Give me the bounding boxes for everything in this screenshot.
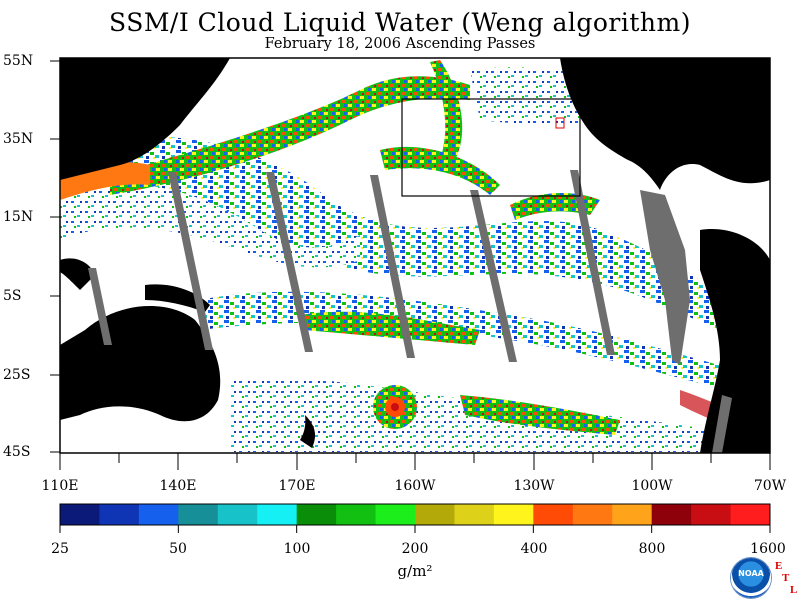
colorbar-swatch — [691, 504, 732, 525]
inset-region-box — [401, 98, 581, 197]
colorbar-swatch — [493, 504, 534, 525]
swath-gaps — [88, 170, 732, 453]
map-subtitle: February 18, 2006 Ascending Passes — [264, 36, 536, 52]
colorbar-tick-label: 800 — [638, 541, 666, 557]
colorbar-swatch — [257, 504, 298, 525]
colorbar-swatch — [533, 504, 574, 525]
lon-label-160w: 160W — [394, 478, 436, 494]
lat-label-15n: 15N — [3, 209, 34, 225]
land-masses — [60, 58, 770, 453]
colorbar-swatch — [178, 504, 219, 525]
land-indonesia — [60, 258, 95, 290]
land-new-guinea — [145, 284, 210, 312]
colorbar-swatch — [60, 504, 100, 525]
colorbar-tick-label: 1600 — [750, 541, 786, 557]
colorbar-swatch — [296, 504, 337, 525]
colorbar-swatch — [217, 504, 258, 525]
colorbar-swatch — [651, 504, 692, 525]
colorbar-swatch — [99, 504, 140, 525]
lon-label-110e: 110E — [41, 478, 79, 494]
lat-label-45s: 45S — [3, 444, 31, 460]
land-australia — [60, 306, 221, 422]
land-japan — [128, 58, 162, 128]
land-new-zealand — [300, 415, 316, 448]
colorbar-tick-label: 200 — [401, 541, 429, 557]
lat-label-35n: 35N — [3, 131, 34, 147]
lat-label-25s: 25S — [3, 367, 31, 383]
land-asia — [60, 58, 230, 180]
colorbar-swatch — [375, 504, 416, 525]
colorbar — [59, 503, 771, 533]
colorbar-tick-label: 50 — [169, 541, 187, 557]
etl-letter-t: T — [782, 572, 790, 584]
inset-marker — [555, 117, 565, 129]
land-north-america — [560, 58, 770, 190]
colorbar-swatch — [336, 504, 377, 525]
colorbar-tick-label: 100 — [283, 541, 311, 557]
colorbar-swatch — [572, 504, 613, 525]
colorbar-swatch — [138, 504, 179, 525]
lon-label-70w: 70W — [753, 478, 787, 494]
lon-label-170e: 170E — [278, 478, 316, 494]
noaa-logo-icon: NOAA — [731, 558, 771, 598]
noaa-logo-text: NOAA — [738, 569, 764, 578]
colorbar-swatch — [454, 504, 495, 525]
colorbar-tick-label: 25 — [51, 541, 69, 557]
colorbar-frame — [59, 503, 771, 526]
colorbar-tick-label: 400 — [520, 541, 548, 557]
etl-letter-e: E — [775, 560, 783, 572]
lat-label-55n: 55N — [3, 53, 34, 69]
colorbar-swatch — [415, 504, 455, 525]
land-south-america — [700, 229, 770, 453]
axis-ticks — [50, 60, 771, 470]
lat-label-5s: 5S — [3, 288, 22, 304]
colorbar-swatch — [612, 504, 653, 525]
lon-label-100w: 100W — [631, 478, 673, 494]
etl-letter-l: L — [790, 584, 798, 596]
lon-label-140e: 140E — [159, 478, 197, 494]
lon-label-130w: 130W — [513, 478, 555, 494]
colorbar-units: g/m² — [397, 562, 433, 580]
colorbar-swatch — [730, 504, 771, 525]
map-title: SSM/I Cloud Liquid Water (Weng algorithm… — [109, 8, 691, 37]
